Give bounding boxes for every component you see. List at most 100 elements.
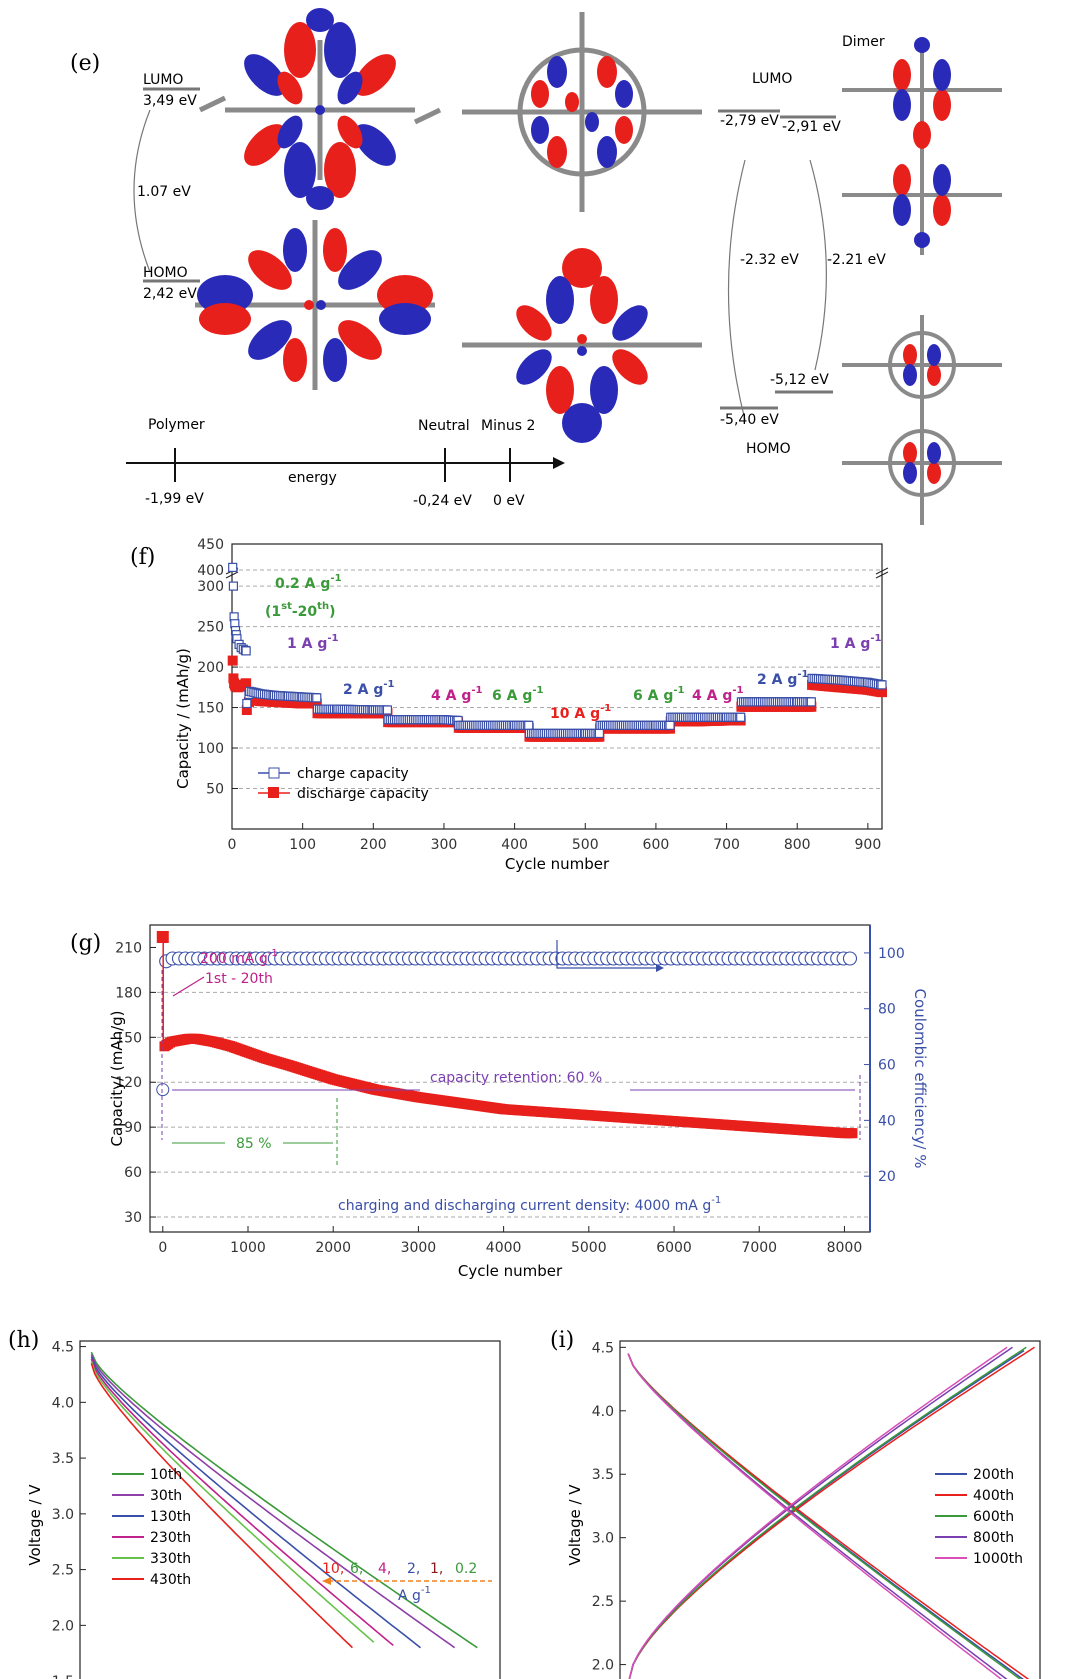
chart-f-charge-point: [241, 646, 251, 656]
chart-g-series-capacity: [156, 930, 858, 1139]
lumo-minus2-value: -2,91 eV: [782, 119, 841, 135]
chart-f-charge-point: [594, 728, 604, 739]
chart-i-discharge-400th: [627, 1353, 1030, 1679]
chart-g-y2tick-label: 60: [878, 1058, 896, 1074]
panel-e-orbital-diagram: (e) LUMO 3,49 eV 1.07 eV HOMO 2,42 eV: [70, 8, 1002, 525]
chart-h-legend-label: 430th: [150, 1572, 191, 1588]
chart-i-charge-200th: [628, 1349, 1025, 1679]
chart-g-ytick-label: 90: [124, 1120, 142, 1136]
chart-f-charge-point: [228, 562, 238, 572]
chart-g-y2tick-label: 40: [878, 1113, 896, 1129]
chart-i-ytick-label: 3.5: [592, 1467, 614, 1483]
chart-g-capacity-point: [156, 930, 169, 943]
chart-f-ytick-label: 200: [197, 660, 224, 676]
chart-i-charge-discharge-curves: (i)2.02.53.03.54.04.5020406080100120140Q…: [550, 1328, 1041, 1679]
neutral-gap-bracket: [727, 159, 746, 421]
chart-g-xtick-label: 0: [158, 1240, 167, 1256]
chart-g-y2tick-label: 100: [878, 946, 905, 962]
chart-f-annotation-rate-text: 2 A g: [757, 672, 797, 688]
chart-g-ce-point: [842, 951, 858, 966]
chart-i-discharge-1000th: [627, 1353, 1003, 1679]
chart-f-xtick-label: 0: [228, 837, 237, 853]
energy-value-minus2: 0 eV: [493, 493, 525, 509]
chart-g-xtick-label: 3000: [401, 1240, 437, 1256]
homo-minus2-value: -5,12 eV: [770, 372, 829, 388]
chart-f-annotation-rate: 4 A g-1: [431, 685, 483, 704]
dimer-homo-orbital: [842, 315, 1002, 525]
chart-g-ce-axis-arrow: [556, 940, 660, 969]
chart-h-curve-230th: [90, 1358, 394, 1647]
chart-f-annotation-rate: 6 A g-1: [633, 685, 685, 704]
chart-g-annotation-current: charging and discharging current density…: [338, 1195, 721, 1214]
chart-f-xtick-label: 600: [643, 837, 670, 853]
neutral-homo-orbital: [462, 248, 702, 443]
chart-h-ytick-label: 2.0: [52, 1618, 74, 1634]
chart-h-legend-label: 30th: [150, 1488, 182, 1504]
polymer-lumo-orbital: [198, 8, 442, 210]
chart-i-legend-label: 600th: [973, 1509, 1014, 1525]
chart-f-charge-point: [382, 705, 393, 715]
chart-f-annotation-rate-superscript: -1: [870, 633, 881, 644]
chart-i-legend-label: 800th: [973, 1530, 1014, 1546]
chart-f-annotation-rate: 6 A g-1: [492, 685, 544, 704]
chart-f-annotation-rate-text: 0.2 A g: [275, 576, 330, 592]
chart-f-xtick-label: 100: [289, 837, 316, 853]
chart-i-ytick-label: 2.0: [592, 1658, 614, 1674]
chart-i-charge-1000th: [628, 1346, 1008, 1679]
chart-i-ytick-label: 2.5: [592, 1594, 614, 1610]
chart-h-frame: [79, 1340, 501, 1679]
chart-i-charge-400th: [628, 1346, 1035, 1679]
chart-f-panel-letter: (f): [130, 545, 155, 570]
chart-g-ytick-label: 30: [124, 1210, 142, 1226]
chart-f-xtick-label: 700: [713, 837, 740, 853]
chart-g-ce-axis-arrowhead: [656, 964, 664, 972]
homo-label-right: HOMO: [746, 441, 791, 457]
chart-h-curve-10th: [90, 1351, 478, 1649]
chart-f-annotation-rate-superscript: -1: [327, 633, 338, 644]
chart-f-ytick-label: 300: [197, 579, 224, 595]
chart-h-rate-label: 2,: [407, 1561, 420, 1577]
chart-f-ytick-label: 50: [206, 782, 224, 798]
chart-f-xtick-label: 200: [360, 837, 387, 853]
chart-f-xtick-label: 300: [431, 837, 458, 853]
chart-g-annotation-rate-text: 200 mA g: [200, 951, 268, 967]
chart-f-charge-point: [228, 581, 239, 591]
chart-h-legend-label: 130th: [150, 1509, 191, 1525]
chart-g-annotation-85: 85 %: [236, 1136, 272, 1152]
chart-g-ce-point: [156, 1083, 170, 1097]
chart-f-annotation-rate: 4 A g-1: [692, 685, 744, 704]
chart-i-ytick-label: 3.0: [592, 1531, 614, 1547]
minus2-gap-bracket: [809, 159, 827, 371]
chart-h-panel-letter: (h): [8, 1328, 39, 1353]
chart-f-annotation-rate-text: 4 A g: [692, 688, 732, 704]
chart-f-annotation-cycles: (1st-20th): [265, 601, 335, 620]
chart-g-xtick-label: 7000: [741, 1240, 777, 1256]
chart-h-ytick-label: 1.5: [52, 1674, 74, 1679]
chart-f-discharge-point: [311, 698, 322, 709]
chart-h-curve-330th: [90, 1360, 375, 1643]
polymer-homo-orbital: [195, 220, 435, 390]
energy-axis: Polymer Neutral Minus 2 energy -1,99 eV …: [126, 417, 565, 509]
chart-h-ytick-label: 2.5: [52, 1563, 74, 1579]
chart-i-frame: [619, 1340, 1041, 1679]
chart-f-annotation-rate-superscript: -1: [532, 685, 543, 696]
chart-g-xtick-label: 8000: [827, 1240, 863, 1256]
lumo-label-right: LUMO: [752, 71, 792, 87]
chart-f-annotation-rate-superscript: -1: [330, 573, 341, 584]
chart-f-annotation-rate: 2 A g-1: [757, 669, 809, 688]
chart-f-annotation-rate: 10 A g-1: [550, 703, 611, 722]
chart-h-rate-label: 4,: [378, 1561, 391, 1577]
chart-g-xtick-label: 2000: [315, 1240, 351, 1256]
neutral-lumo-orbital: [462, 12, 702, 212]
chart-i-legend: 200th 400th 600th 800th 1000th: [935, 1467, 1023, 1567]
chart-h-rate-unit-superscript: -1: [421, 1585, 431, 1596]
chart-f-legend-discharge-label: discharge capacity: [297, 786, 429, 802]
panel-e-letter: (e): [70, 51, 100, 76]
chart-i-legend-label: 1000th: [973, 1551, 1023, 1567]
chart-h-ytick-label: 4.5: [52, 1340, 74, 1356]
chart-f-xtick-label: 400: [501, 837, 528, 853]
chart-f-annotation-rate-superscript: -1: [471, 685, 482, 696]
chart-g-annotation-rate: 200 mA g-1: [200, 948, 278, 967]
chart-f-legend-discharge-marker: [268, 787, 279, 798]
